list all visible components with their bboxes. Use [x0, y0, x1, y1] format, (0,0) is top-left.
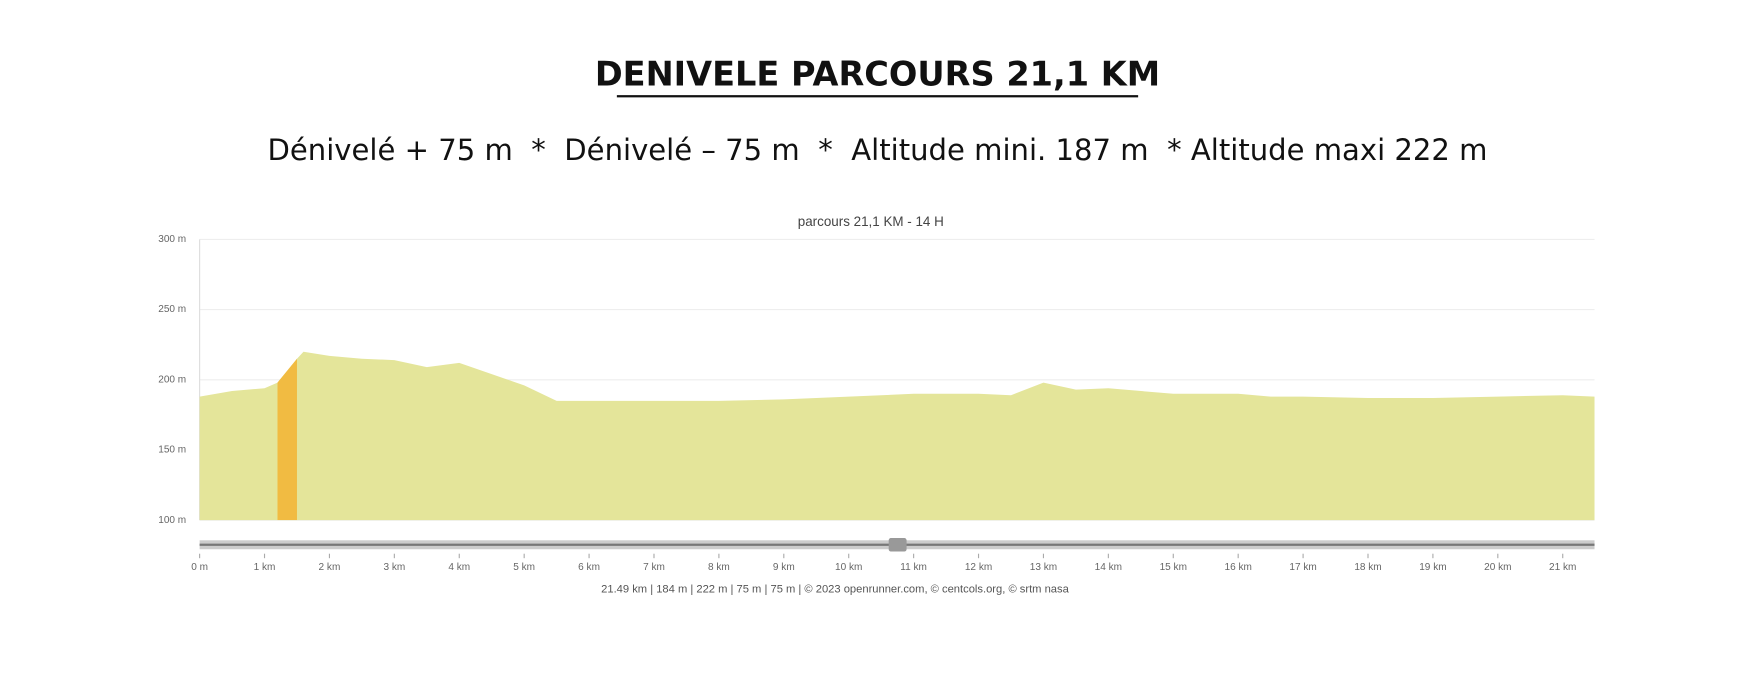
x-tick-label: 8 km	[708, 562, 730, 573]
y-tick-label: 100 m	[158, 515, 186, 526]
x-tick-label: 1 km	[254, 562, 276, 573]
x-tick-label: 11 km	[900, 562, 927, 573]
x-tick-label: 2 km	[319, 562, 341, 573]
x-tick-label: 19 km	[1419, 562, 1446, 573]
y-tick-label: 200 m	[158, 374, 186, 385]
x-tick-label: 6 km	[578, 562, 600, 573]
y-tick-label: 250 m	[158, 304, 186, 315]
x-tick-label: 9 km	[773, 562, 795, 573]
x-tick-label: 13 km	[1030, 562, 1057, 573]
x-tick-label: 14 km	[1095, 562, 1122, 573]
plot: 100 m 150 m 200 m 250 m 300 m 0 m 1 km 2 km 3 km…	[158, 234, 1595, 573]
document-title: DENIVELE PARCOURS 21,1 KM	[595, 55, 1160, 94]
x-tick-label: 3 km	[383, 562, 405, 573]
x-tick-label: 5 km	[513, 562, 535, 573]
x-tick-label: 16 km	[1224, 562, 1251, 573]
y-tick-label: 300 m	[158, 234, 186, 245]
x-tick-label: 15 km	[1160, 562, 1187, 573]
x-tick-label: 17 km	[1289, 562, 1316, 573]
x-tick-label: 20 km	[1484, 562, 1511, 573]
x-tick-label: 4 km	[448, 562, 470, 573]
y-tick-label: 150 m	[158, 445, 186, 456]
highlight-segment	[277, 358, 297, 521]
slider-handle[interactable]	[888, 538, 907, 552]
chart-title: parcours 21,1 KM - 14 H	[798, 214, 944, 229]
elevation-area	[199, 351, 1595, 521]
x-tick-label: 21 km	[1549, 562, 1576, 573]
x-tick-label: 10 km	[835, 562, 862, 573]
document-subtitle: Dénivelé + 75 m * Dénivelé – 75 m * Alti…	[268, 133, 1488, 167]
chart-footer: 21.49 km | 184 m | 222 m | 75 m | 75 m |…	[601, 583, 1069, 595]
x-tick-label: 12 km	[965, 562, 992, 573]
x-tick-label: 18 km	[1354, 562, 1381, 573]
x-tick-label: 0 m	[191, 562, 208, 573]
x-tick-label: 7 km	[643, 562, 665, 573]
